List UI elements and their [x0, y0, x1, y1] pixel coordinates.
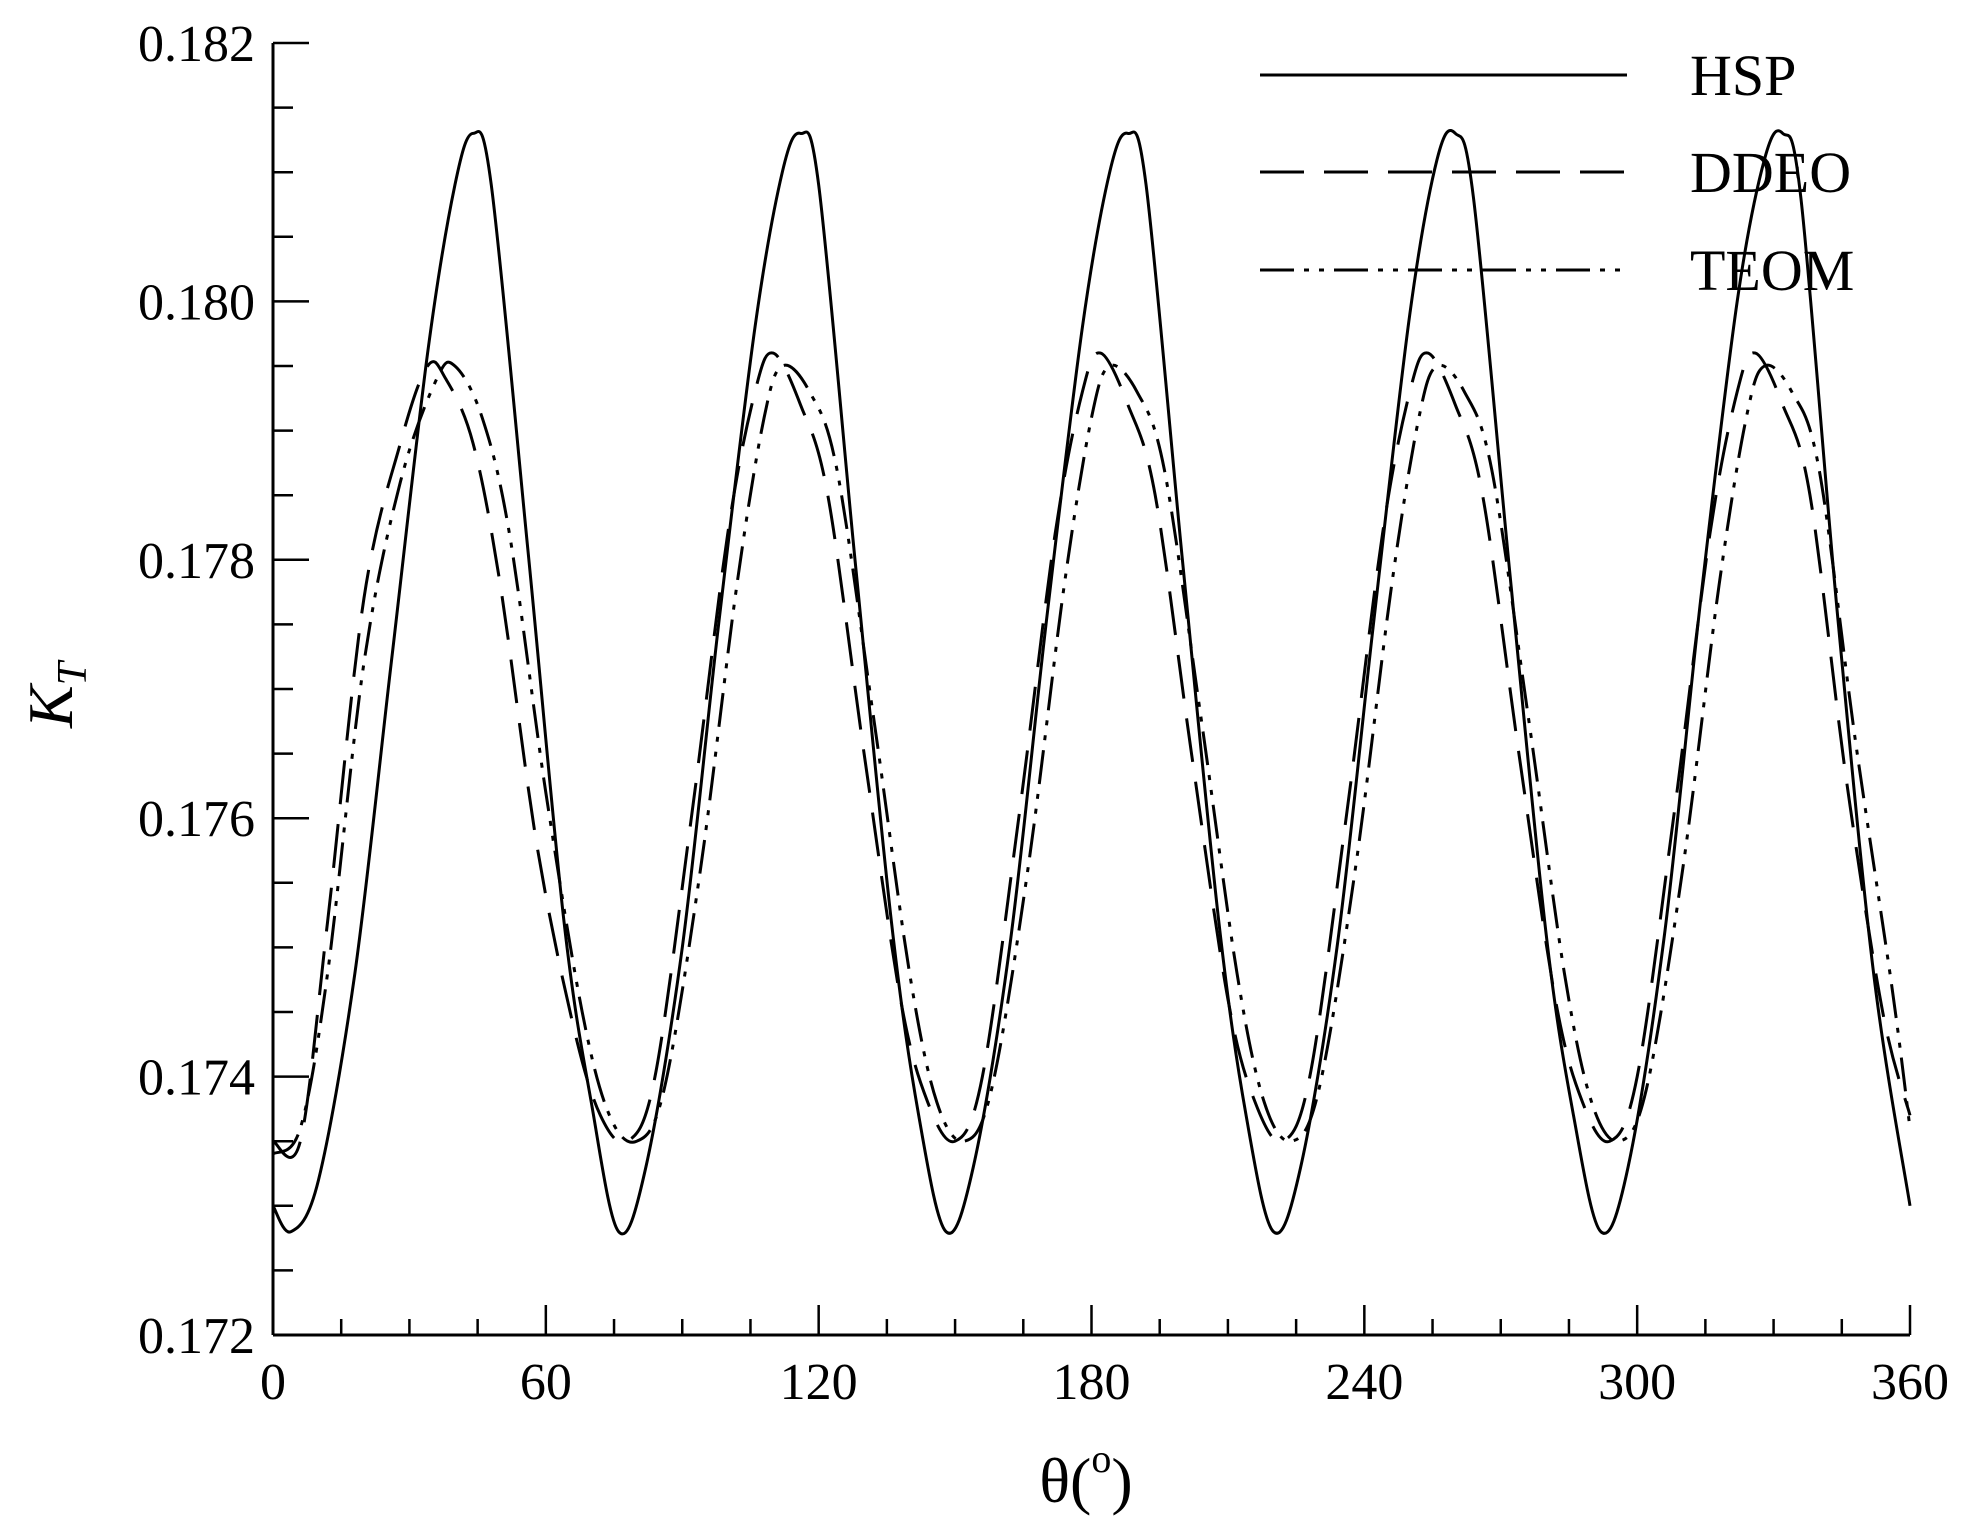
x-tick-label: 120	[780, 1354, 858, 1411]
y-tick-label: 0.172	[138, 1308, 255, 1365]
series-layer	[271, 129, 1912, 1236]
x-tick-label: 300	[1598, 1354, 1676, 1411]
series-line-ddeo	[272, 351, 1912, 1159]
y-axis-ticks: 0.172 0.174 0.176 0.178 0.180 0.182	[138, 16, 309, 1365]
x-tick-label: 60	[520, 1354, 572, 1411]
y-tick-label: 0.174	[138, 1050, 255, 1107]
series-line-hsp	[271, 129, 1912, 1236]
y-tick-label: 0.176	[138, 791, 255, 848]
plot-frame	[271, 43, 1910, 1337]
y-axis-title-subscript: T	[50, 659, 96, 685]
x-axis-title-superscript: o	[1091, 1436, 1111, 1481]
y-tick-label: 0.178	[138, 533, 255, 590]
y-axis-title: KT	[15, 659, 96, 729]
legend-label-hsp: HSP	[1690, 43, 1796, 108]
x-tick-label: 180	[1053, 1354, 1131, 1411]
x-axis-ticks: 0 60 120 180 240 300 360	[260, 1305, 1949, 1411]
y-tick-label: 0.180	[138, 274, 255, 331]
y-tick-label: 0.182	[138, 16, 255, 73]
x-tick-label: 0	[260, 1354, 286, 1411]
legend: HSP DDEO TEOM	[1260, 43, 1854, 303]
x-axis-title: θ(o)	[1039, 1436, 1132, 1516]
x-axis-title-end: )	[1111, 1445, 1132, 1516]
legend-label-ddeo: DDEO	[1690, 140, 1851, 205]
x-tick-label: 240	[1325, 1354, 1403, 1411]
y-axis-title-main: K	[15, 682, 86, 729]
x-axis-title-main: θ(	[1039, 1445, 1091, 1516]
x-tick-label: 360	[1871, 1354, 1949, 1411]
legend-label-teom: TEOM	[1690, 238, 1854, 303]
series-line-teom	[271, 360, 1912, 1156]
